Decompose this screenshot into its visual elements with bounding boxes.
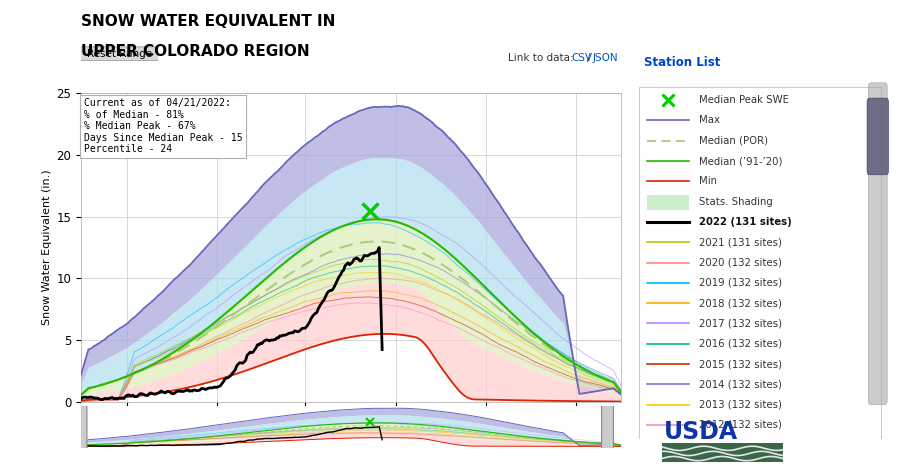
FancyBboxPatch shape — [79, 47, 159, 61]
Text: 2014 (132 sites): 2014 (132 sites) — [699, 379, 782, 389]
Text: 2020 (132 sites): 2020 (132 sites) — [699, 257, 782, 268]
FancyBboxPatch shape — [75, 405, 87, 450]
Text: UPPER COLORADO REGION: UPPER COLORADO REGION — [81, 44, 310, 59]
Text: Reset Range: Reset Range — [86, 49, 152, 59]
Text: Station List: Station List — [644, 56, 720, 69]
Text: USDA: USDA — [664, 420, 738, 444]
Text: Link to data:: Link to data: — [508, 53, 574, 63]
Text: 2017 (132 sites): 2017 (132 sites) — [699, 318, 783, 328]
Text: SNOW WATER EQUIVALENT IN: SNOW WATER EQUIVALENT IN — [81, 14, 336, 29]
Bar — [662, 443, 783, 462]
FancyBboxPatch shape — [601, 405, 614, 450]
Text: Min: Min — [699, 177, 717, 186]
Text: 2016 (132 sites): 2016 (132 sites) — [699, 339, 783, 349]
Text: 2013 (132 sites): 2013 (132 sites) — [699, 400, 782, 410]
Text: 2022 (131 sites): 2022 (131 sites) — [699, 217, 792, 227]
FancyBboxPatch shape — [867, 98, 888, 175]
Text: Median (’91-’20): Median (’91-’20) — [699, 156, 783, 166]
Text: 2015 (132 sites): 2015 (132 sites) — [699, 359, 783, 369]
Text: Median (POR): Median (POR) — [699, 136, 769, 146]
Text: 2019 (132 sites): 2019 (132 sites) — [699, 278, 783, 288]
Text: 2021 (131 sites): 2021 (131 sites) — [699, 237, 782, 247]
FancyBboxPatch shape — [639, 87, 881, 439]
Text: 2012 (132 sites): 2012 (132 sites) — [699, 420, 782, 430]
Text: 2018 (132 sites): 2018 (132 sites) — [699, 298, 782, 308]
Y-axis label: Snow Water Equivalent (in.): Snow Water Equivalent (in.) — [42, 170, 52, 325]
Text: Median Peak SWE: Median Peak SWE — [699, 95, 789, 105]
Text: Current as of 04/21/2022:
% of Median - 81%
% Median Peak - 67%
Days Since Media: Current as of 04/21/2022: % of Median - … — [84, 98, 242, 155]
Text: Stats. Shading: Stats. Shading — [699, 197, 773, 206]
Text: Max: Max — [699, 115, 721, 125]
Text: /: / — [587, 53, 590, 63]
Bar — [646, 195, 689, 210]
FancyBboxPatch shape — [868, 83, 887, 404]
Text: JSON: JSON — [592, 53, 617, 63]
Text: CSV: CSV — [572, 53, 592, 63]
